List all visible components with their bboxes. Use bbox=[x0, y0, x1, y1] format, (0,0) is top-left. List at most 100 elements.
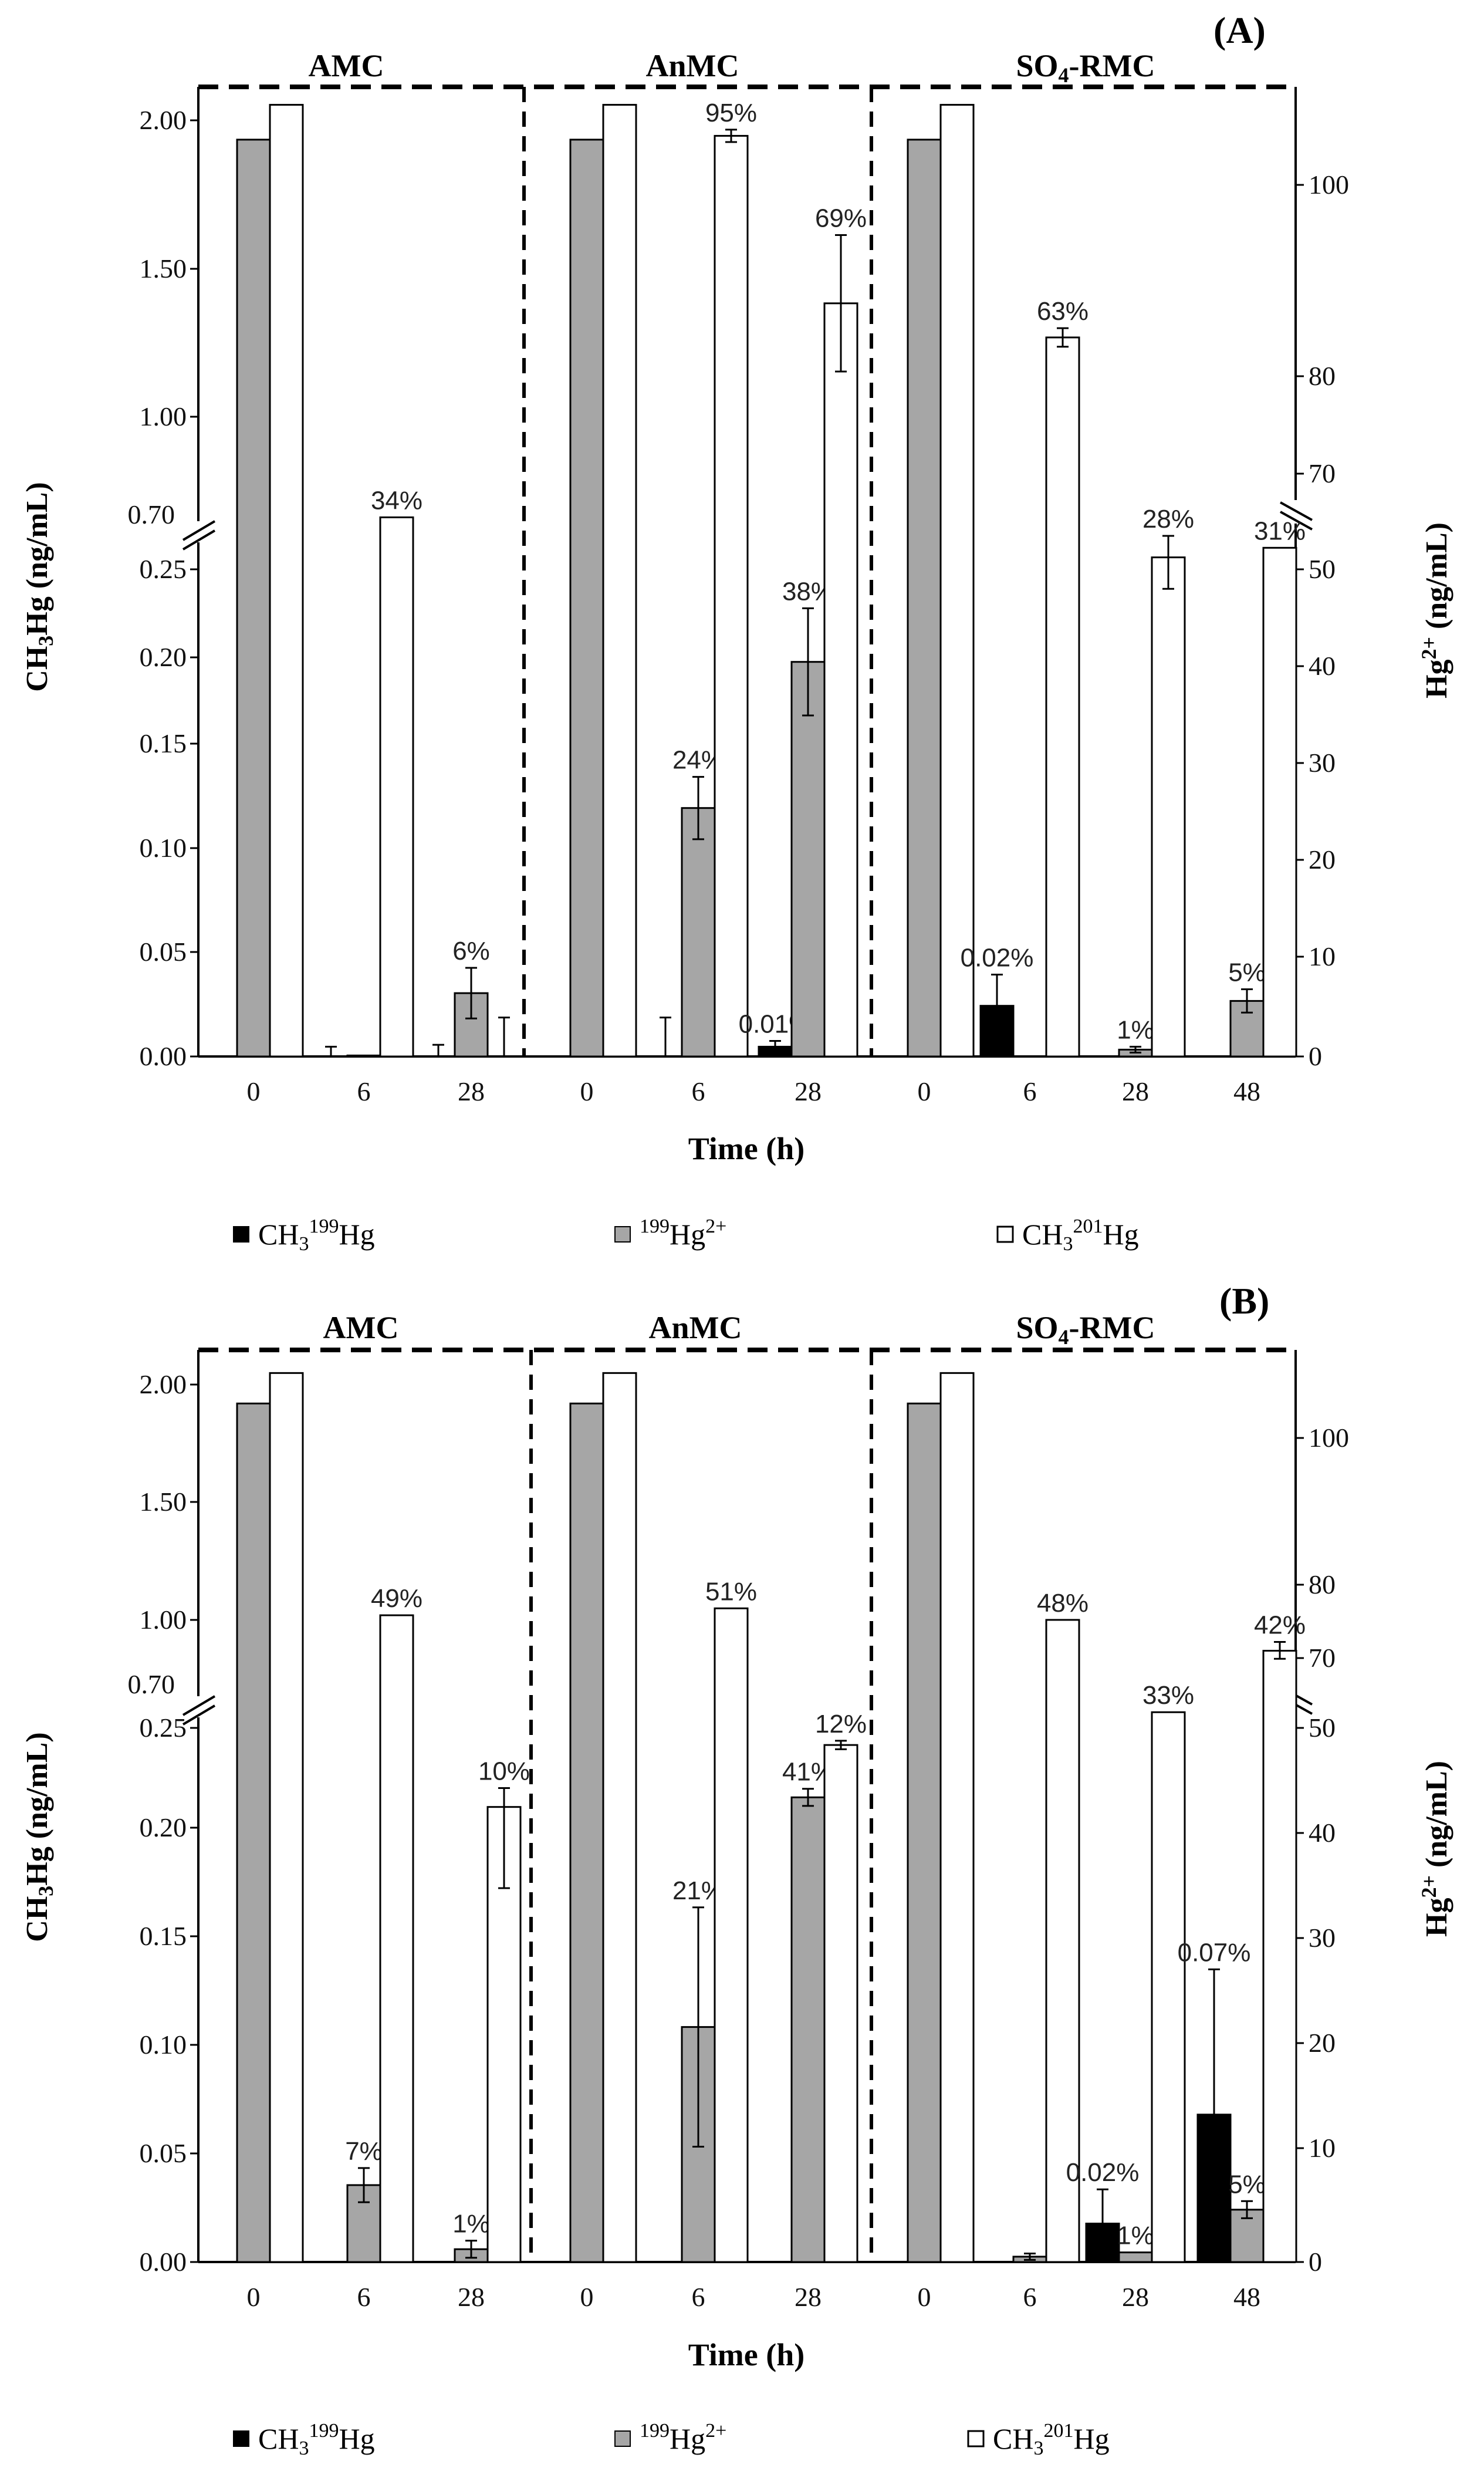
panel-a-xticks: 0 6 28 0 6 28 0 6 28 48 bbox=[247, 1076, 1261, 1106]
panel-b-xtick-48c: 48 bbox=[1233, 2282, 1260, 2312]
p0-g0-t2-ch3_201-zero-error bbox=[498, 1017, 510, 1058]
p0-g1-t2-hg199-bar bbox=[790, 661, 826, 1058]
legend-b-swatch-ch3-201 bbox=[967, 2430, 985, 2447]
panel-a-ytick-100: 1.00 bbox=[140, 401, 187, 431]
p1-g2-t2-hg199-label: 1% bbox=[1117, 2222, 1154, 2250]
panel-b-rtick-0: 0 bbox=[1309, 2247, 1322, 2277]
p0-g1-t0-hg199-bar bbox=[569, 139, 604, 1058]
panel-a-left-ticks-lower: 0.00 0.05 0.10 0.15 0.20 0.25 bbox=[140, 554, 198, 1071]
p0-g0-t2-hg199-error bbox=[465, 967, 477, 1019]
panel-b-xtick-6b: 6 bbox=[692, 2282, 705, 2312]
p0-g2-t3-hg199-label: 5% bbox=[1228, 958, 1266, 987]
p1-g2-t0-hg199-bar bbox=[907, 1402, 942, 2263]
p0-g2-t2-ch3_201-label: 28% bbox=[1142, 505, 1194, 534]
panel-b-rtick-70: 70 bbox=[1309, 1643, 1336, 1673]
panel-a-rtick-40: 40 bbox=[1309, 651, 1336, 681]
p1-g0-t2-hg199-label: 1% bbox=[452, 2210, 490, 2239]
panel-a-ylabel-right: Hg2+ (ng/mL) bbox=[1417, 522, 1453, 698]
panel-b-rtick-50: 50 bbox=[1309, 1713, 1336, 1743]
p1-g0-t2-ch3_201-error bbox=[498, 1787, 510, 1889]
p1-g2-t3-ch3_201-bar bbox=[1262, 1650, 1297, 2263]
p1-g1-t2-ch3_201-error bbox=[835, 1740, 847, 1750]
p1-g0-t1-hg199-error bbox=[358, 2167, 370, 2203]
panel-a-xtick-28b: 28 bbox=[795, 1076, 822, 1106]
panel-b-xtick-0a: 0 bbox=[247, 2282, 261, 2312]
panel-b-rtick-30: 30 bbox=[1309, 1923, 1336, 1953]
panel-a-ytick-005: 0.05 bbox=[140, 937, 187, 967]
panel-a-xtick-6b: 6 bbox=[692, 1076, 705, 1106]
panel-b-ytick-025: 0.25 bbox=[140, 1713, 187, 1743]
panel-a-bars: 34%6%24%95%0.01%38%69%0.02%63%1%28%5%31% bbox=[236, 99, 1306, 1058]
p0-g2-t3-ch3_201-label: 31% bbox=[1254, 516, 1306, 545]
panel-b-right-ticks: 100 80 70 50 40 30 20 10 0 bbox=[1296, 1423, 1349, 2277]
p0-g2-t1-ch3_199-label: 0.02% bbox=[961, 944, 1034, 973]
p1-g1-t0-ch3_201-bar bbox=[602, 1372, 637, 2263]
p0-g2-t0-ch3_201-bar bbox=[939, 104, 975, 1058]
panel-a-right-break bbox=[1279, 500, 1314, 531]
panel-b-ytick-100: 1.00 bbox=[140, 1605, 187, 1635]
p1-g0-t1-hg199-label: 7% bbox=[345, 2137, 383, 2166]
panel-b-ylabel-left: CH3Hg (ng/mL) bbox=[21, 1732, 58, 1942]
panel-a: (A) AMC AnMC SO4-RMC 0.70 1.00 1.50 2.00… bbox=[21, 9, 1453, 1166]
legend-b-swatch-hg199 bbox=[614, 2430, 631, 2447]
p0-g2-t2-ch3_201-bar bbox=[1151, 556, 1186, 1058]
panel-b-xtick-28a: 28 bbox=[458, 2282, 485, 2312]
p1-g0-t1-ch3_201-bar bbox=[379, 1614, 414, 2263]
panel-a-ytick-200: 2.00 bbox=[140, 105, 187, 135]
panel-b-ytick-070: 0.70 bbox=[128, 1669, 175, 1699]
p0-g2-t3-hg199-bar bbox=[1229, 1000, 1265, 1058]
panel-b-xtick-0b: 0 bbox=[580, 2282, 594, 2312]
p0-g1-t2-ch3_201-error bbox=[835, 234, 847, 373]
p0-g0-t0-hg199-bar bbox=[236, 139, 271, 1058]
legend-a-label-ch3-201: CH3201Hg bbox=[1022, 1216, 1139, 1255]
panel-a-rtick-0: 0 bbox=[1309, 1041, 1322, 1071]
p1-g2-t3-hg199-error bbox=[1241, 2200, 1253, 2219]
panel-a-xtick-48c: 48 bbox=[1233, 1076, 1260, 1106]
panel-b-ytick-150: 1.50 bbox=[140, 1487, 187, 1517]
panel-b-left-ticks-lower: 0.00 0.05 0.10 0.15 0.20 0.25 bbox=[140, 1713, 198, 2277]
p1-g1-t2-ch3_201-bar bbox=[823, 1744, 858, 2263]
p1-g0-t2-ch3_201-label: 10% bbox=[478, 1757, 530, 1785]
p1-g2-t1-hg199-error bbox=[1024, 2252, 1036, 2261]
panel-a-rtick-70: 70 bbox=[1309, 458, 1336, 488]
p1-g2-t2-hg199-bar bbox=[1118, 2251, 1153, 2263]
panel-b-bars: 7%49%1%10%21%51%41%12%48%0.02%1%33%0.07%… bbox=[236, 1372, 1306, 2263]
panel-b-ytick-020: 0.20 bbox=[140, 1812, 187, 1842]
panel-a-ytick-020: 0.20 bbox=[140, 642, 187, 672]
p0-g2-t1-ch3_199-error bbox=[991, 974, 1003, 1038]
panel-b-xtick-28c: 28 bbox=[1122, 2282, 1149, 2312]
p0-g1-t2-hg199-error bbox=[802, 607, 814, 717]
panel-a-rtick-30: 30 bbox=[1309, 748, 1336, 778]
panel-b-ytick-015: 0.15 bbox=[140, 1921, 187, 1951]
p0-g2-t1-ch3_201-label: 63% bbox=[1037, 297, 1089, 326]
p0-g1-t2-ch3_199-error bbox=[769, 1039, 781, 1054]
panel-b-xlabel: Time (h) bbox=[688, 2337, 805, 2372]
p0-g1-t1-hg199-error bbox=[692, 776, 704, 840]
panel-b-ytick-005: 0.05 bbox=[140, 2138, 187, 2168]
p1-g2-t3-hg199-bar bbox=[1229, 2209, 1265, 2263]
p0-g2-t2-hg199-label: 1% bbox=[1117, 1015, 1154, 1044]
panel-a-xlabel: Time (h) bbox=[688, 1131, 805, 1166]
legend-a-swatch-ch3-201 bbox=[996, 1226, 1014, 1243]
p0-g0-t1-ch3_201-bar bbox=[379, 516, 414, 1058]
p0-g1-t2-ch3_201-label: 69% bbox=[815, 204, 867, 233]
panel-b-xtick-6a: 6 bbox=[357, 2282, 371, 2312]
panel-b-rtick-40: 40 bbox=[1309, 1818, 1336, 1848]
p1-g0-t1-ch3_201-label: 49% bbox=[371, 1584, 422, 1613]
panel-a-xtick-0c: 0 bbox=[918, 1076, 931, 1106]
panel-a-xtick-28a: 28 bbox=[458, 1076, 485, 1106]
p1-g0-t2-ch3_201-bar bbox=[486, 1806, 522, 2263]
legend-a-label-hg199: 199Hg2+ bbox=[640, 1216, 726, 1251]
panel-a-ytick-000: 0.00 bbox=[140, 1041, 187, 1071]
panel-a-label: (A) bbox=[1213, 9, 1266, 51]
panel-a-xtick-6c: 6 bbox=[1023, 1076, 1037, 1106]
legend-b-label-hg199: 199Hg2+ bbox=[640, 2420, 726, 2455]
p1-g2-t2-ch3_201-label: 33% bbox=[1142, 1681, 1194, 1710]
legend-a-swatch-ch3-199 bbox=[233, 1226, 249, 1243]
panel-a-rtick-50: 50 bbox=[1309, 554, 1336, 584]
panel-a-xtick-0b: 0 bbox=[580, 1076, 594, 1106]
p1-g1-t1-hg199-error bbox=[692, 1906, 704, 2148]
panel-a-ytick-010: 0.10 bbox=[140, 833, 187, 863]
p1-g0-t0-hg199-bar bbox=[236, 1402, 271, 2263]
